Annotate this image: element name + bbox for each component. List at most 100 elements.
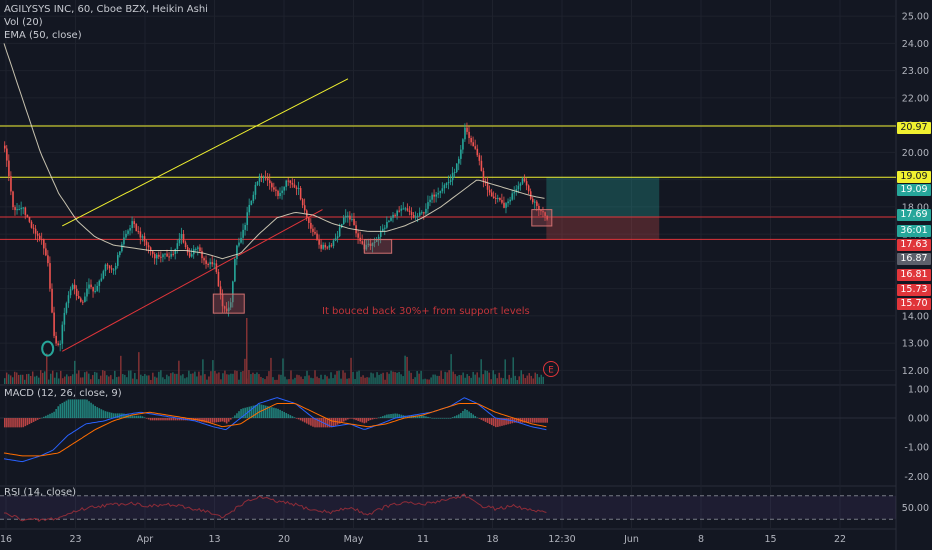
candle-down — [303, 205, 306, 211]
time-tick-label: 18 — [486, 534, 498, 545]
earnings-event-marker[interactable] — [543, 361, 559, 377]
macd-histogram-bar — [45, 415, 47, 419]
candle-up — [347, 215, 349, 217]
volume-bar — [210, 371, 212, 384]
bottom-circle-marker[interactable] — [41, 340, 55, 357]
volume-bar — [428, 379, 430, 384]
macd-histogram-bar — [131, 415, 133, 419]
support-annotation[interactable]: It bouced back 30%+ from support levels — [322, 306, 530, 317]
candle-up — [100, 278, 103, 281]
macd-histogram-bar — [38, 418, 41, 419]
macd-histogram-bar — [252, 405, 255, 419]
candle-up — [332, 240, 335, 246]
volume-bar — [290, 370, 292, 384]
macd-histogram-bar — [55, 408, 57, 419]
candle-up — [447, 182, 450, 184]
macd-histogram-bar — [361, 418, 364, 423]
candle-down — [271, 183, 273, 188]
time-tick-label: May — [344, 534, 364, 545]
volume-bar — [184, 378, 186, 384]
macd-histogram-bar — [342, 418, 345, 422]
volume-bar — [48, 379, 50, 384]
volume-bar — [380, 373, 382, 384]
macd-histogram-bar — [406, 415, 409, 419]
volume-bar — [130, 370, 132, 384]
volume-bar — [442, 378, 444, 384]
resistance-trend-line[interactable] — [62, 78, 349, 227]
candle-down — [433, 194, 435, 197]
trend-lines[interactable] — [62, 78, 349, 352]
macd-histogram-bar — [513, 418, 516, 423]
candle-up — [94, 290, 96, 292]
candle-down — [359, 237, 362, 242]
support-highlight-box[interactable] — [531, 209, 553, 227]
macd-histogram-bar — [544, 418, 546, 423]
candle-down — [6, 148, 8, 161]
volume-bar — [318, 378, 320, 384]
price-tick-label: 13.00 — [902, 339, 929, 350]
macd-histogram-bar — [464, 408, 466, 419]
candle-up — [248, 204, 251, 213]
price-tag-price-up: 19.09 — [897, 184, 931, 196]
position-box — [546, 177, 660, 240]
macd-histogram-bar — [211, 418, 214, 423]
volume-bar — [446, 372, 448, 384]
volume-bar — [264, 379, 266, 384]
volume-bar — [162, 377, 164, 384]
candle-down — [412, 214, 415, 218]
volume-bar — [482, 374, 484, 384]
macd-histogram-bar — [392, 413, 394, 419]
macd-histogram-bar — [151, 418, 154, 421]
macd-histogram-bar — [139, 415, 142, 419]
macd-histogram-bar — [28, 418, 31, 425]
support-highlight-box[interactable] — [363, 239, 393, 254]
volume-bar — [538, 377, 540, 384]
macd-histogram-bar — [217, 418, 220, 423]
candle-up — [443, 185, 446, 189]
macd-histogram-bar — [258, 404, 261, 419]
volume-bar — [258, 374, 260, 384]
macd-histogram-bar — [507, 418, 509, 425]
macd-histogram-bar — [435, 418, 438, 419]
candle-up — [98, 280, 101, 286]
candle-down — [168, 256, 170, 258]
macd-histogram-bar — [390, 414, 392, 419]
candle-down — [289, 180, 292, 183]
time-tick-label: Apr — [137, 534, 154, 545]
macd-histogram-bar — [523, 418, 526, 423]
horizontal-levels[interactable] — [0, 125, 896, 240]
support-highlight-box[interactable] — [212, 293, 245, 314]
candle-up — [180, 233, 183, 239]
candle-down — [26, 214, 29, 217]
volume-bar — [460, 375, 462, 384]
macd-histogram-bar — [225, 418, 228, 424]
volume-bar — [244, 358, 246, 384]
candle-up — [367, 243, 370, 245]
volume-bar — [468, 375, 470, 384]
volume-bar — [86, 371, 88, 384]
macd-tick-label: -2.00 — [904, 472, 929, 483]
volume-bar — [420, 370, 422, 384]
highlight-marks[interactable]: E — [41, 209, 559, 377]
candle-up — [455, 163, 458, 172]
macd-histogram-bar — [135, 415, 138, 419]
candle-down — [301, 199, 304, 206]
volume-bar — [320, 374, 322, 384]
volume-bar — [284, 376, 286, 384]
time-tick-label: 13 — [208, 534, 220, 545]
volume-bar — [450, 354, 452, 384]
volume-bar — [188, 370, 190, 384]
support-trend-line[interactable] — [62, 209, 323, 352]
volume-bar — [242, 370, 244, 384]
macd-histogram-bar — [468, 411, 470, 419]
candle-up — [190, 254, 193, 257]
candle-down — [408, 210, 411, 213]
volume-bar — [340, 378, 342, 384]
volume-bar — [402, 376, 404, 384]
macd-histogram-bar — [314, 418, 316, 428]
volume-bar — [26, 374, 28, 384]
candle-up — [382, 228, 384, 232]
macd-histogram-bar — [166, 418, 168, 421]
